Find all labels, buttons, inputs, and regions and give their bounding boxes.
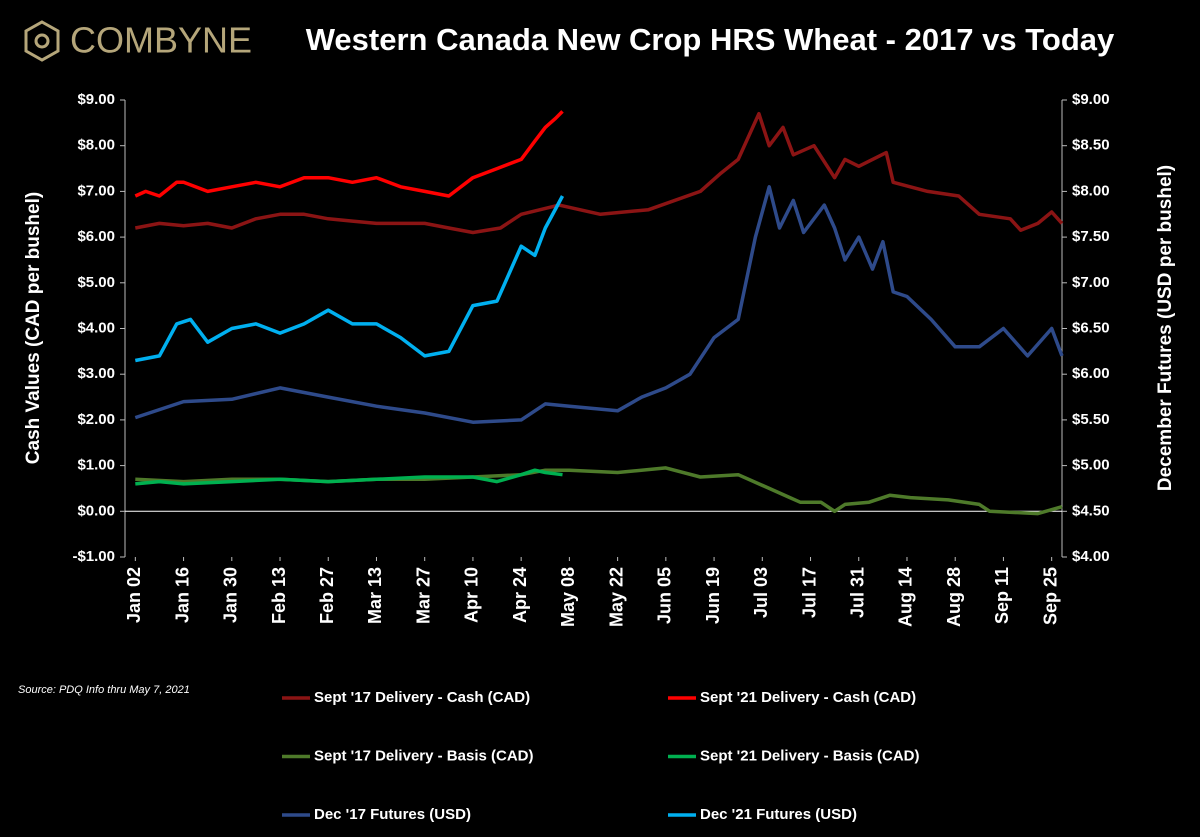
y-tick-label: $9.00: [77, 91, 115, 108]
y2-tick-label: $8.50: [1072, 137, 1110, 154]
x-tick-label: Aug 14: [896, 567, 916, 627]
x-tick-label: Apr 24: [510, 567, 530, 623]
source-note: Source: PDQ Info thru May 7, 2021: [18, 684, 190, 696]
x-tick-label: Jan 30: [221, 567, 241, 623]
y2-tick-label: $9.00: [1072, 91, 1110, 108]
x-tick-label: Mar 13: [365, 567, 385, 624]
y-tick-label: $0.00: [77, 502, 115, 519]
x-tick-label: Mar 27: [413, 567, 433, 624]
legend-label: Sept '17 Delivery - Basis (CAD): [314, 747, 533, 764]
legend-label: Dec '17 Futures (USD): [314, 806, 471, 823]
y2-tick-label: $4.00: [1072, 548, 1110, 565]
logo-icon: [24, 20, 60, 62]
x-tick-label: Feb 27: [317, 567, 337, 624]
x-tick-label: Aug 28: [944, 567, 964, 627]
series-line: [134, 185, 1064, 424]
series-line: [134, 195, 565, 363]
legend-label: Dec '21 Futures (USD): [700, 806, 857, 823]
x-tick-label: May 08: [558, 567, 578, 627]
x-tick-label: Jul 03: [751, 567, 771, 618]
y-tick-label: -$1.00: [72, 548, 115, 565]
x-tick-label: May 22: [606, 567, 626, 627]
y-tick-label: $6.00: [77, 228, 115, 245]
y2-tick-label: $5.50: [1072, 411, 1110, 428]
y2-tick-label: $6.50: [1072, 319, 1110, 336]
y2-axis-title: December Futures (USD per bushel): [1155, 165, 1176, 491]
y-tick-label: $2.00: [77, 411, 115, 428]
y-tick-label: $1.00: [77, 457, 115, 474]
x-tick-label: Jan 16: [172, 567, 192, 623]
y-tick-label: $3.00: [77, 365, 115, 382]
y2-tick-label: $5.00: [1072, 457, 1110, 474]
y2-tick-label: $7.00: [1072, 274, 1110, 291]
x-tick-label: Sep 25: [1040, 567, 1060, 625]
y2-tick-label: $4.50: [1072, 502, 1110, 519]
x-tick-label: Jul 17: [799, 567, 819, 618]
series-line: [135, 468, 563, 486]
x-tick-label: Jun 19: [703, 567, 723, 624]
y-tick-label: $8.00: [77, 137, 115, 154]
legend-label: Sept '17 Delivery - Cash (CAD): [314, 689, 530, 706]
y2-tick-label: $6.00: [1072, 365, 1110, 382]
x-tick-label: Sep 11: [992, 567, 1012, 624]
x-tick-label: Apr 10: [462, 567, 482, 623]
series-line: [134, 110, 564, 198]
y2-tick-label: $7.50: [1072, 228, 1110, 245]
chart-title: Western Canada New Crop HRS Wheat - 2017…: [306, 22, 1115, 57]
x-tick-label: Feb 13: [269, 567, 289, 624]
y-tick-label: $5.00: [77, 274, 115, 291]
x-tick-label: Jan 02: [124, 567, 144, 623]
legend-label: Sept '21 Delivery - Cash (CAD): [700, 689, 916, 706]
y2-tick-label: $8.00: [1072, 182, 1110, 199]
series-line: [134, 111, 1064, 235]
logo-text: COMBYNE: [70, 20, 252, 61]
x-tick-label: Jun 05: [655, 567, 675, 624]
legend-label: Sept '21 Delivery - Basis (CAD): [700, 747, 919, 764]
y-tick-label: $7.00: [77, 182, 115, 199]
y-tick-label: $4.00: [77, 319, 115, 336]
x-tick-label: Jul 31: [848, 567, 868, 618]
y-axis-title: Cash Values (CAD per bushel): [23, 192, 44, 464]
